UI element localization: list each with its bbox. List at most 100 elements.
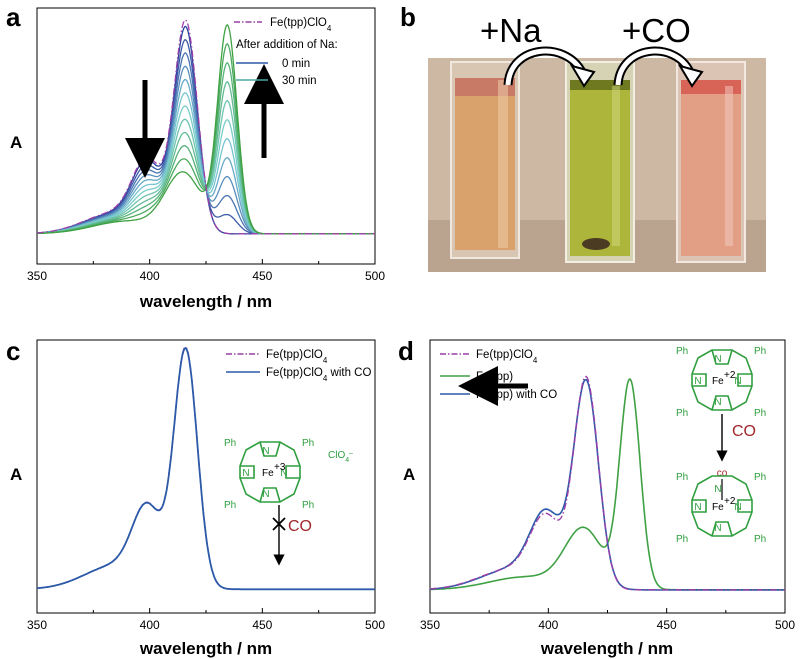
panel-c-legend: Fe(tpp)ClO4 Fe(tpp)ClO4 with CO <box>226 349 371 383</box>
svg-text:Fe: Fe <box>712 502 724 513</box>
panel-d-xlabel: wavelength / nm <box>540 639 673 658</box>
svg-text:Ph: Ph <box>302 500 314 511</box>
series-line-t3 <box>37 65 375 235</box>
x-tick-label: 450 <box>657 618 677 632</box>
svg-text:+3: +3 <box>274 462 286 473</box>
panel-a: a 350 400 450 500 wavelength / nm A Fe(tpp)… <box>6 2 385 311</box>
svg-text:Ph: Ph <box>754 346 766 357</box>
svg-text:N: N <box>714 484 721 495</box>
panel-a-ylabel: A <box>10 133 22 152</box>
svg-text:Ph: Ph <box>224 500 236 511</box>
series-line-t11 <box>37 23 375 235</box>
series-line-t5 <box>37 92 375 235</box>
svg-text:N: N <box>734 502 741 513</box>
svg-text:Ph: Ph <box>676 472 688 483</box>
x-tick-label: 450 <box>252 269 272 283</box>
series-line-t8 <box>37 80 375 235</box>
panel-d: d 350 400 450 500 wavelength / nm A Fe(tpp)… <box>398 336 795 658</box>
legend-item-d-3: Fe(tpp) with CO <box>476 389 557 401</box>
series-line-t10 <box>37 42 375 235</box>
x-tick-label: 350 <box>420 618 440 632</box>
svg-text:Ph: Ph <box>754 472 766 483</box>
cuvette-with-na <box>565 61 635 263</box>
legend-start-text: 0 min <box>282 58 310 70</box>
svg-text:N: N <box>262 489 269 500</box>
svg-text:Fe: Fe <box>712 376 724 387</box>
svg-text:ClO4–: ClO4– <box>328 450 353 464</box>
x-tick-label: 350 <box>27 618 47 632</box>
x-tick-label: 400 <box>140 269 160 283</box>
panel-a-label: a <box>6 2 21 32</box>
svg-text:Ph: Ph <box>676 408 688 419</box>
cuvette-with-co <box>676 61 746 263</box>
porphyrin-fe2-co-structure: co N N N N Fe +2 Ph Ph Ph Ph <box>676 468 766 545</box>
series-line-fetpp-co <box>429 378 785 591</box>
x-tick-label: 350 <box>27 269 47 283</box>
series-line-ref <box>36 19 375 235</box>
series-line-t6 <box>36 105 375 235</box>
panel-d-series <box>429 375 785 591</box>
panel-c-label: c <box>6 336 20 366</box>
svg-text:N: N <box>694 502 701 513</box>
svg-text:+2: +2 <box>724 496 736 507</box>
svg-text:Ph: Ph <box>224 438 236 449</box>
legend-item-d-1: Fe(tpp)ClO4 <box>476 349 538 365</box>
panel-d-x-axis: 350 400 450 500 <box>420 608 795 632</box>
svg-text:N: N <box>242 468 249 479</box>
legend-item-c-1: Fe(tpp)ClO4 <box>266 349 328 365</box>
panel-b: b +Na +CO <box>400 2 766 272</box>
legend-title: After addition of Na: <box>236 39 338 51</box>
panel-a-series <box>36 19 375 235</box>
x-tick-label: 400 <box>538 618 558 632</box>
panel-d-legend: Fe(tpp)ClO4 Fe(tpp) Fe(tpp) with CO <box>440 349 557 401</box>
svg-text:N: N <box>734 376 741 387</box>
svg-text:N: N <box>714 354 721 365</box>
curved-arrow-icon <box>677 64 704 88</box>
series-line-t2 <box>36 52 375 235</box>
series-line-co <box>36 347 375 591</box>
panel-a-xlabel: wavelength / nm <box>139 292 272 311</box>
svg-text:N: N <box>714 397 721 408</box>
legend-item-d-2: Fe(tpp) <box>476 371 513 383</box>
panel-d-label: d <box>398 336 414 366</box>
panel-c-xlabel: wavelength / nm <box>139 639 272 658</box>
panel-b-label: b <box>400 2 416 32</box>
x-tick-label: 500 <box>365 269 385 283</box>
svg-text:N: N <box>280 468 287 479</box>
x-tick-label: 450 <box>252 618 272 632</box>
legend-end-text: 30 min <box>282 75 317 87</box>
svg-text:Ph: Ph <box>676 534 688 545</box>
svg-text:Ph: Ph <box>676 346 688 357</box>
panel-c-x-axis: 350 400 450 500 <box>27 608 385 632</box>
legend-ref-text: Fe(tpp)ClO4 <box>270 17 332 33</box>
cuvette-before <box>450 61 520 259</box>
svg-text:Ph: Ph <box>754 408 766 419</box>
panel-d-ylabel: A <box>403 465 415 484</box>
panel-c-series <box>36 346 375 591</box>
series-line-t9 <box>36 61 375 235</box>
panel-c: c 350 400 450 500 wavelength / nm A Fe(tpp)… <box>6 336 385 658</box>
panel-a-legend: Fe(tpp)ClO4 After addition of Na: 0 min … <box>234 17 338 87</box>
series-line-ref <box>36 346 375 590</box>
svg-text:co: co <box>717 468 728 479</box>
series-line-t0 <box>36 25 375 235</box>
svg-text:Ph: Ph <box>754 534 766 545</box>
curved-arrow-icon <box>569 64 596 88</box>
svg-text:+2: +2 <box>724 370 736 381</box>
cross-icon <box>272 517 286 531</box>
x-tick-label: 500 <box>365 618 385 632</box>
series-line-t1 <box>36 39 375 235</box>
svg-text:Fe: Fe <box>262 468 274 479</box>
porphyrin-fe3-structure: N N N N Fe +3 Ph Ph Ph Ph ClO4– <box>224 438 353 511</box>
series-line-t4 <box>36 78 375 235</box>
co-label-d: CO <box>732 423 756 440</box>
panel-c-ylabel: A <box>10 465 22 484</box>
svg-text:N: N <box>694 376 701 387</box>
svg-text:Ph: Ph <box>302 438 314 449</box>
x-tick-label: 400 <box>140 618 160 632</box>
panel-a-x-axis: 350 400 450 500 <box>27 259 385 283</box>
x-tick-label: 500 <box>775 618 795 632</box>
add-co-label: +CO <box>622 12 691 49</box>
add-na-label: +Na <box>480 12 542 49</box>
